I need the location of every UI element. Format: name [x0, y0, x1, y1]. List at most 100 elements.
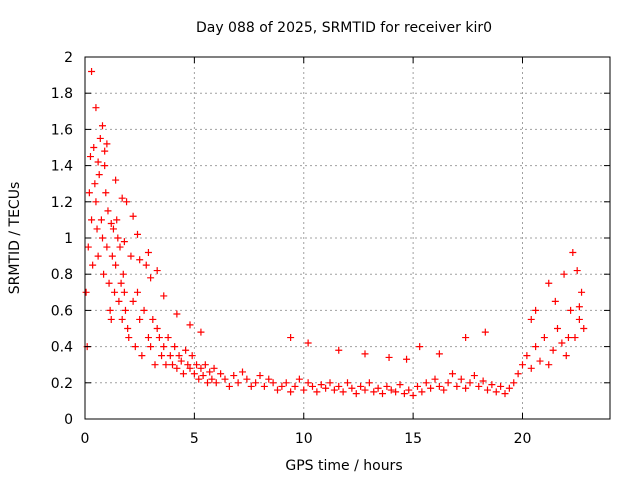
data-point — [182, 346, 190, 354]
data-point — [422, 379, 430, 387]
data-point — [260, 382, 268, 390]
gridlines — [85, 57, 610, 419]
data-point — [114, 234, 122, 242]
data-point — [91, 180, 99, 188]
data-point — [256, 372, 264, 380]
y-tick-label: 0.2 — [51, 376, 73, 392]
x-tick-label: 15 — [404, 431, 422, 447]
data-point — [94, 158, 102, 166]
data-point — [532, 343, 540, 351]
data-point — [505, 384, 513, 392]
data-point — [549, 346, 557, 354]
data-point — [383, 382, 391, 390]
data-point — [84, 243, 92, 251]
data-point — [149, 315, 157, 323]
data-point — [514, 370, 522, 378]
data-point — [335, 346, 343, 354]
data-point — [379, 390, 386, 398]
data-point — [153, 325, 161, 332]
x-tick-label: 0 — [81, 431, 90, 447]
data-point — [208, 375, 216, 383]
data-point — [155, 334, 163, 342]
data-point — [136, 256, 144, 264]
data-point — [107, 220, 115, 228]
data-point — [551, 297, 559, 305]
data-point — [414, 382, 421, 390]
data-point — [164, 334, 172, 342]
x-tick-label: 5 — [190, 431, 199, 447]
data-point — [370, 388, 378, 396]
data-point — [309, 382, 316, 390]
data-point — [571, 334, 579, 342]
data-point — [322, 384, 330, 392]
y-tick-label: 1 — [64, 231, 73, 247]
data-point — [562, 352, 570, 360]
data-point — [462, 384, 470, 392]
data-point — [206, 368, 214, 376]
data-point — [173, 310, 181, 318]
data-point — [102, 189, 110, 197]
data-point — [282, 379, 290, 387]
data-point — [501, 390, 509, 398]
data-point — [225, 382, 233, 390]
data-point — [116, 243, 124, 251]
data-point — [142, 261, 150, 269]
data-point — [317, 381, 325, 389]
data-point — [396, 381, 404, 389]
data-point — [578, 288, 586, 296]
data-point — [462, 334, 470, 342]
data-point — [120, 288, 128, 296]
y-axis-label: SRMTID / TECUs — [7, 182, 23, 295]
data-point — [103, 140, 111, 148]
data-point — [519, 361, 526, 369]
data-point — [100, 270, 108, 278]
data-point — [129, 212, 137, 220]
data-point — [201, 361, 209, 369]
data-point — [564, 334, 572, 342]
data-point — [179, 370, 187, 378]
data-point — [85, 189, 93, 197]
data-point — [405, 386, 413, 394]
data-point — [101, 162, 109, 170]
data-point — [160, 292, 168, 300]
data-point — [125, 334, 133, 342]
data-point — [103, 243, 111, 251]
data-point — [409, 391, 417, 399]
data-point — [287, 334, 295, 342]
y-tick-label: 0.4 — [51, 340, 73, 356]
data-point — [107, 315, 115, 323]
data-point — [488, 381, 496, 389]
data-point — [160, 343, 168, 351]
data-point — [86, 153, 94, 161]
data-point — [247, 382, 255, 390]
data-point — [190, 370, 198, 378]
data-point — [418, 388, 426, 396]
data-point — [195, 375, 203, 383]
data-point — [197, 328, 205, 336]
data-point — [169, 361, 176, 369]
data-point — [144, 334, 152, 342]
data-point — [193, 361, 201, 369]
data-point — [173, 364, 181, 372]
data-point — [99, 122, 106, 130]
data-point — [118, 194, 126, 202]
data-point — [119, 270, 127, 278]
data-point — [497, 382, 505, 390]
data-point — [140, 306, 148, 314]
data-point — [184, 361, 192, 369]
data-point — [444, 379, 452, 387]
data-point — [580, 325, 588, 332]
data-point — [527, 364, 535, 372]
data-point — [88, 216, 96, 224]
data-point — [117, 279, 125, 287]
data-point — [120, 238, 128, 246]
data-point — [112, 261, 120, 269]
data-point — [470, 372, 478, 380]
data-point — [361, 350, 369, 358]
data-point — [313, 388, 321, 396]
data-point — [510, 379, 518, 387]
data-point — [357, 382, 365, 390]
data-point — [124, 325, 132, 332]
data-point — [374, 384, 382, 392]
